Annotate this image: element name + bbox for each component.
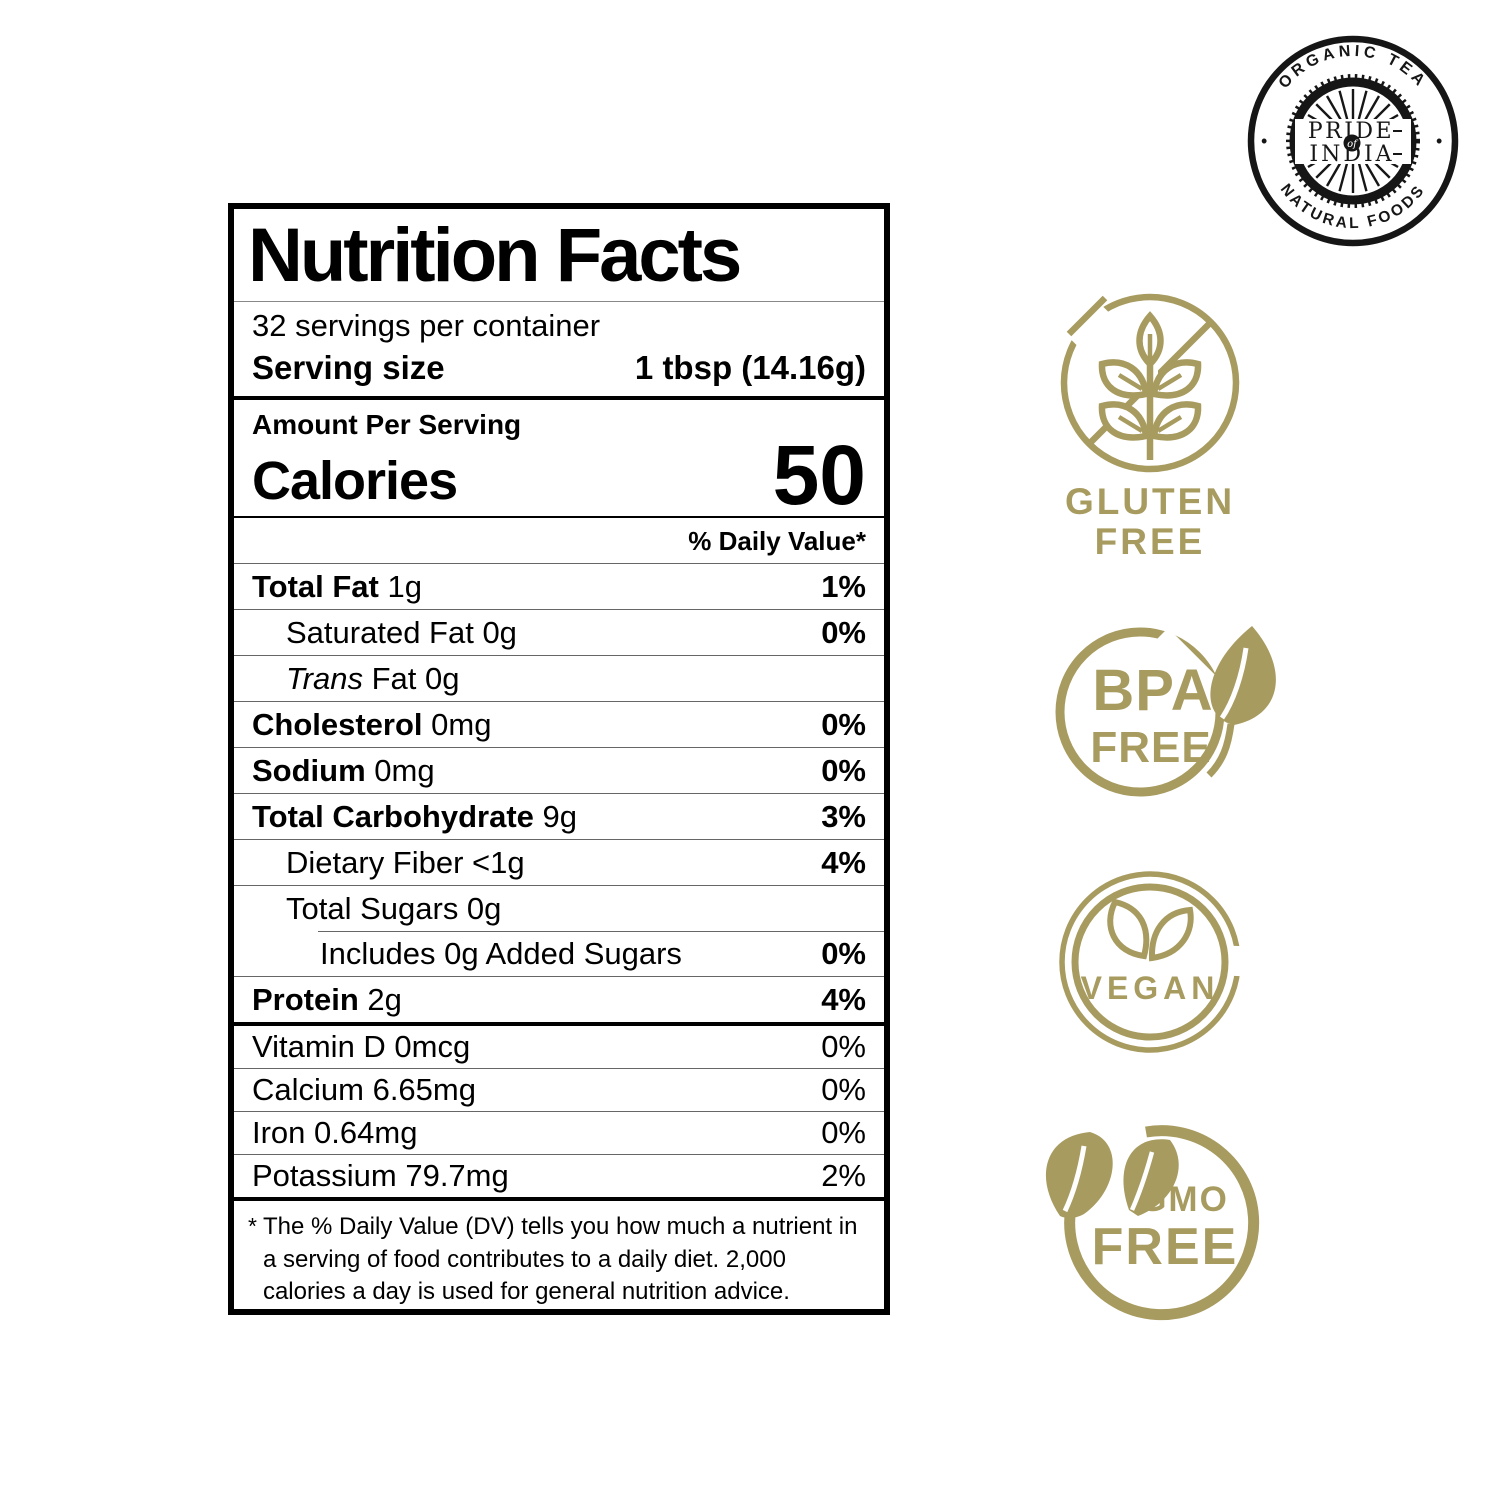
serving-size-row: Serving size 1 tbsp (14.16g) <box>234 342 884 396</box>
vitamin-name: Calcium 6.65mg <box>252 1072 476 1108</box>
pride-of-india-seal: ORGANIC TEA NATURAL FOODS • • <box>1247 35 1459 247</box>
leaf-icon <box>1210 626 1276 725</box>
nutrition-facts-title: Nutrition Facts <box>248 213 742 298</box>
calories-row: Calories 50 <box>234 427 884 522</box>
servings-per-container: 32 servings per container <box>252 307 601 343</box>
sprout-leaves-icon <box>1107 898 1194 962</box>
thick-bar <box>234 396 884 401</box>
nutrient-row-sodium: Sodium 0mg 0% <box>234 747 884 793</box>
seal-of-text: of <box>1347 139 1359 150</box>
nutrient-amount: 0mg <box>365 752 435 788</box>
nutrient-pct: 0% <box>821 752 866 788</box>
nutrient-name: Total Sugars 0g <box>286 890 502 926</box>
nutrient-row-total-sugars: Total Sugars 0g <box>234 885 884 931</box>
bpa-label: BPA <box>1092 658 1213 723</box>
seal-gear-ring <box>1289 77 1417 205</box>
gmo-free-label: FREE <box>1092 1218 1239 1276</box>
amount-per-serving-label: Amount Per Serving <box>252 409 522 441</box>
nutrient-pct: 4% <box>821 981 866 1017</box>
seal-outer-ring <box>1247 35 1459 247</box>
vitamin-pct: 0% <box>821 1115 866 1151</box>
nutrient-pct: 0% <box>821 614 866 650</box>
vegan-label: VEGAN <box>1081 970 1220 1006</box>
vitamin-pct: 0% <box>821 1029 866 1065</box>
gluten-free-label-line2: FREE <box>1094 521 1206 562</box>
nutrient-amount: 2g <box>358 981 402 1017</box>
bpa-free-badge: BPA FREE <box>1055 626 1276 797</box>
vitamin-row-iron: Iron 0.64mg 0% <box>234 1111 884 1154</box>
leaf-stem-icon <box>1206 723 1235 778</box>
nutrient-name: Trans <box>286 660 363 696</box>
nutrient-row-trans-fat: Trans Fat 0g <box>234 655 884 701</box>
nutrient-row-cholesterol: Cholesterol 0mg 0% <box>234 701 884 747</box>
daily-value-header: % Daily Value* <box>688 526 866 557</box>
nutrient-name: Protein <box>252 981 359 1017</box>
vitamin-row-potassium: Potassium 79.7mg 2% <box>234 1154 884 1197</box>
nutrient-amount: 9g <box>533 798 578 834</box>
thick-bar <box>234 1197 884 1202</box>
nutrient-row-protein: Protein 2g 4% <box>234 976 884 1022</box>
nutrient-row-dietary-fiber: Dietary Fiber <1g 4% <box>234 839 884 885</box>
daily-value-footnote: * The % Daily Value (DV) tells you how m… <box>234 1201 884 1309</box>
footnote-text: The % Daily Value (DV) tells you how muc… <box>262 1213 858 1306</box>
leaves-icon <box>1045 1132 1179 1219</box>
nutrient-name: Sodium <box>252 752 366 788</box>
vitamin-row-calcium: Calcium 6.65mg 0% <box>234 1068 884 1111</box>
nutrient-amount: Fat 0g <box>362 660 460 696</box>
calories-value: 50 <box>772 427 866 522</box>
nutrient-amount: 0mg <box>422 706 492 742</box>
nutrient-row-total-fat: Total Fat 1g 1% <box>234 563 884 609</box>
thick-bar <box>234 1022 884 1027</box>
nutrient-name: Total Carbohydrate <box>252 798 534 834</box>
gmo-label: GMO <box>1139 1180 1229 1219</box>
gluten-free-label-line1: GLUTEN <box>1064 481 1236 522</box>
nutrient-name: Includes 0g Added Sugars <box>320 935 682 971</box>
seal-of-circle <box>1343 134 1361 152</box>
nutrient-name: Dietary Fiber <1g <box>286 844 525 880</box>
nutrient-pct: 1% <box>821 568 866 604</box>
calories-label: Calories <box>252 451 458 512</box>
footnote-asterisk: * <box>248 1213 257 1240</box>
vitamin-pct: 0% <box>821 1072 866 1108</box>
medium-bar <box>234 515 884 519</box>
serving-size-label: Serving size <box>252 349 445 387</box>
nutrient-name: Saturated Fat 0g <box>286 614 517 650</box>
nutrient-pct: 3% <box>821 798 866 834</box>
nutrient-pct: 0% <box>821 706 866 742</box>
nutrient-name: Cholesterol <box>252 706 423 742</box>
gluten-free-badge: GLUTEN FREE <box>1040 482 1260 562</box>
nutrient-amount: 1g <box>378 568 422 604</box>
serving-size-value: 1 tbsp (14.16g) <box>634 349 866 387</box>
nutrient-name: Total Fat <box>252 568 379 604</box>
vegan-badge: VEGAN <box>1059 871 1244 1053</box>
nutrient-row-added-sugars: Includes 0g Added Sugars 0% <box>234 931 884 976</box>
vitamin-row-vitamin-d: Vitamin D 0mcg 0% <box>234 1026 884 1068</box>
seal-dot-right: • <box>1436 131 1442 151</box>
gluten-free-icon <box>1060 293 1240 473</box>
seal-dot-left: • <box>1261 131 1267 151</box>
nutrient-pct: 0% <box>821 935 866 971</box>
vitamin-name: Iron 0.64mg <box>252 1115 418 1151</box>
vitamin-name: Vitamin D 0mcg <box>252 1029 471 1065</box>
nutrient-row-total-carbohydrate: Total Carbohydrate 9g 3% <box>234 793 884 839</box>
nutrition-facts-panel: Nutrition Facts 32 servings per containe… <box>228 203 890 1315</box>
nutrient-row-saturated-fat: Saturated Fat 0g 0% <box>234 609 884 655</box>
nutrient-pct: 4% <box>821 844 866 880</box>
bpa-free-label: FREE <box>1090 723 1211 772</box>
seal-gear-teeth <box>1286 74 1420 208</box>
vitamin-pct: 2% <box>821 1158 866 1194</box>
gmo-free-badge: GMO FREE <box>1045 1125 1260 1321</box>
vitamin-name: Potassium 79.7mg <box>252 1158 509 1194</box>
